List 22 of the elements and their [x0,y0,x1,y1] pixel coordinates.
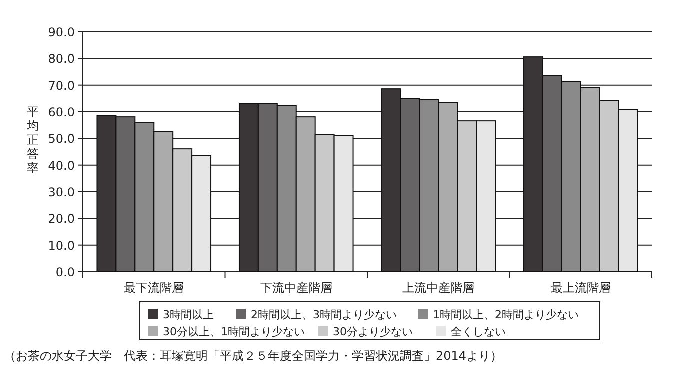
legend-label: 2時間以上、3時間より少ない [251,308,397,322]
x-tick-label: 下流中産階層 [260,281,332,295]
y-tick-label: 30.0 [48,186,75,200]
x-tick-label: 最下流階層 [124,281,184,295]
legend-label: 30分以上、1時間より少ない [163,326,305,338]
y-tick-label: 70.0 [48,78,75,93]
y-tick-label: 90.0 [48,26,75,40]
y-tick-label: 20.0 [48,212,75,226]
y-tick-label: 50.0 [48,132,75,146]
y-tick-label: 60.0 [48,106,75,120]
y-tick-label: 80.0 [48,52,75,66]
legend-label: 全くしない [451,326,506,338]
legend-label: 1時間以上、2時間より少ない [433,308,579,322]
y-axis-title: 平均正答率 [26,105,39,175]
y-tick-label: 10.0 [48,238,75,253]
legend-label: 3時間以上 [163,308,214,322]
legend-label: 30分より少ない [333,326,413,338]
y-tick-label: 40.0 [48,158,75,173]
x-tick-label: 上流中産階層 [402,281,475,295]
y-tick-label: 0.0 [56,266,75,280]
text: （お茶の水女子大学 代表：耳塚寛明「平成２５年度全国学力・学習状況調査」2014より） [4,349,503,363]
x-tick-label: 最上流階層 [550,281,611,295]
